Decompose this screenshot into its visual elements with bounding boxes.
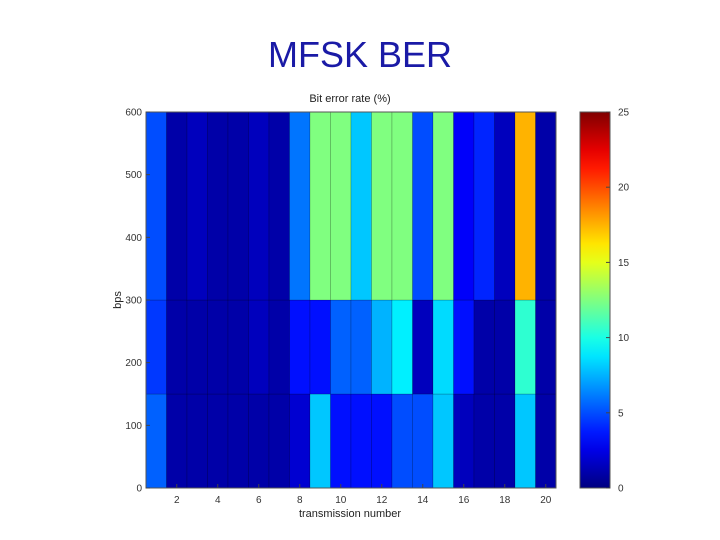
- heatmap-cell: [248, 299, 270, 395]
- x-tick-label: 12: [376, 495, 388, 506]
- heatmap-cell: [330, 111, 352, 301]
- heatmap-cell: [432, 393, 454, 489]
- heatmap-cell: [412, 393, 434, 489]
- heatmap-cell: [391, 393, 413, 489]
- y-axis-label: bps: [112, 291, 124, 309]
- y-tick-label: 200: [125, 358, 142, 369]
- heatmap-cell: [412, 111, 434, 301]
- heatmap-cell: [494, 393, 516, 489]
- heatmap-cell: [268, 393, 290, 489]
- heatmap-cell: [350, 393, 372, 489]
- heatmap-cell: [535, 393, 557, 489]
- heatmap-cell: [248, 393, 270, 489]
- heatmap-cell: [227, 299, 249, 395]
- heatmap-cell: [309, 299, 331, 395]
- heatmap-cell: [227, 111, 249, 301]
- colorbar-tick-label: 0: [618, 484, 624, 495]
- heatmap-cell: [535, 299, 557, 395]
- y-tick-label: 400: [125, 233, 142, 244]
- x-tick-label: 14: [417, 495, 429, 506]
- heatmap-cell: [371, 299, 393, 395]
- heatmap-cell: [145, 393, 167, 489]
- heatmap-cell: [145, 299, 167, 395]
- x-tick-label: 6: [256, 495, 262, 506]
- x-tick-label: 8: [297, 495, 303, 506]
- x-tick-label: 4: [215, 495, 221, 506]
- y-axis-ticks: 0 100 200 300 400 500 600: [125, 108, 150, 495]
- heatmap-cell: [248, 111, 270, 301]
- heatmap-cell: [207, 111, 229, 301]
- heatmap-cell: [535, 111, 557, 301]
- heatmap-cell: [432, 111, 454, 301]
- colorbar-tick-label: 10: [618, 333, 630, 344]
- x-tick-label: 16: [458, 495, 470, 506]
- slide-title: MFSK BER: [267, 34, 453, 75]
- heatmap-cell: [350, 111, 372, 301]
- heatmap-cell: [453, 393, 475, 489]
- y-tick-label: 100: [125, 421, 142, 432]
- heatmap-cell: [289, 393, 311, 489]
- x-axis-ticks: 2 4 6 8 10 12 14 16 18 20: [174, 484, 552, 506]
- heatmap-cell: [186, 393, 208, 489]
- heatmap-cell: [186, 111, 208, 301]
- x-tick-label: 10: [335, 495, 347, 506]
- colorbar-tick-label: 5: [618, 408, 624, 419]
- heatmap-cell: [432, 299, 454, 395]
- heatmap-cell: [371, 111, 393, 301]
- heatmap-cell: [371, 393, 393, 489]
- heatmap-cell: [391, 111, 413, 301]
- heatmap-cell: [514, 111, 536, 301]
- heatmap-cell: [166, 393, 188, 489]
- heatmap-cell: [268, 111, 290, 301]
- heatmap-cell: [309, 111, 331, 301]
- chart-title: Bit error rate (%): [309, 93, 390, 105]
- heatmap-cell: [186, 299, 208, 395]
- x-tick-label: 18: [499, 495, 511, 506]
- heatmap-cell: [494, 299, 516, 395]
- colorbar-tick-label: 25: [618, 108, 630, 119]
- heatmap-cell: [166, 111, 188, 301]
- heatmap-cell: [330, 299, 352, 395]
- heatmap-cell: [514, 299, 536, 395]
- heatmap-cell: [330, 393, 352, 489]
- heatmap-cell: [453, 299, 475, 395]
- heatmap-cells: [145, 111, 557, 489]
- heatmap-cell: [207, 299, 229, 395]
- heatmap-cell: [166, 299, 188, 395]
- heatmap-cell: [309, 393, 331, 489]
- heatmap-cell: [412, 299, 434, 395]
- colorbar: [579, 111, 611, 489]
- colorbar-tick-label: 20: [618, 183, 630, 194]
- heatmap-cell: [453, 111, 475, 301]
- heatmap-cell: [473, 393, 495, 489]
- heatmap-cell: [391, 299, 413, 395]
- y-tick-label: 600: [125, 108, 142, 119]
- heatmap-cell: [268, 299, 290, 395]
- y-tick-label: 500: [125, 170, 142, 181]
- colorbar-tick-label: 15: [618, 258, 630, 269]
- x-tick-label: 2: [174, 495, 180, 506]
- heatmap-cell: [494, 111, 516, 301]
- heatmap-cell: [350, 299, 372, 395]
- heatmap-cell: [473, 299, 495, 395]
- heatmap-cell: [289, 299, 311, 395]
- colorbar-ticks: 0 5 10 15 20 25: [606, 108, 630, 495]
- x-tick-label: 20: [540, 495, 552, 506]
- y-tick-label: 0: [136, 484, 142, 495]
- heatmap-cell: [289, 111, 311, 301]
- y-tick-label: 300: [125, 296, 142, 307]
- heatmap-cell: [145, 111, 167, 301]
- heatmap-cell: [473, 111, 495, 301]
- heatmap-cell: [207, 393, 229, 489]
- heatmap-cell: [514, 393, 536, 489]
- heatmap-cell: [227, 393, 249, 489]
- x-axis-label: transmission number: [299, 508, 401, 520]
